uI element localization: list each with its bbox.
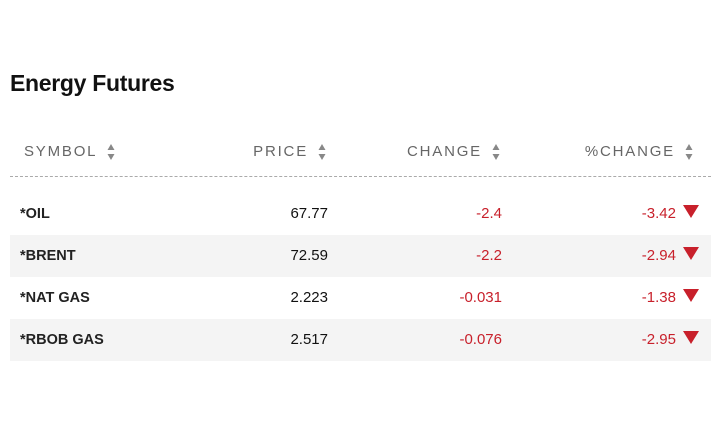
widget-title: Energy Futures <box>10 70 175 96</box>
sort-icon <box>685 144 693 160</box>
symbol-cell: *BRENT <box>20 248 76 264</box>
symbol-cell: *RBOB GAS <box>20 332 104 348</box>
change-cell: -0.076 <box>459 331 502 348</box>
price-cell: 67.77 <box>290 205 328 222</box>
price-cell: 72.59 <box>290 247 328 264</box>
change-cell: -0.031 <box>459 289 502 306</box>
percent-change-cell: -1.38 <box>641 289 676 306</box>
percent-change-cell: -2.95 <box>641 331 676 348</box>
percent-change-cell: -2.94 <box>641 247 676 264</box>
down-arrow <box>683 247 699 260</box>
percent-change-cell: -3.42 <box>641 205 676 222</box>
header-label: %CHANGE <box>584 143 675 160</box>
table-row: *RBOB GAS 2.517 -0.076 -2.95 <box>10 319 711 361</box>
header-label: CHANGE <box>407 143 482 160</box>
down-arrow <box>683 289 699 302</box>
change-cell: -2.2 <box>476 247 502 264</box>
table-row: *OIL 67.77 -2.4 -3.42 <box>10 193 711 235</box>
sort-icon <box>107 144 115 160</box>
down-arrow <box>683 331 699 344</box>
symbol-cell: *NAT GAS <box>20 290 90 306</box>
symbol-cell: *OIL <box>20 206 50 222</box>
table-row: *NAT GAS 2.223 -0.031 -1.38 <box>10 277 711 319</box>
column-header[interactable]: SYMBOL <box>24 142 115 162</box>
column-header[interactable]: CHANGE <box>407 142 500 162</box>
sort-icon <box>492 144 500 160</box>
header-separator <box>10 176 711 177</box>
change-cell: -2.4 <box>476 205 502 222</box>
column-header[interactable]: %CHANGE <box>585 142 693 162</box>
column-header[interactable]: PRICE <box>253 142 326 162</box>
price-cell: 2.223 <box>290 289 328 306</box>
sort-icon <box>318 144 326 160</box>
header-label: PRICE <box>253 143 308 160</box>
price-cell: 2.517 <box>290 331 328 348</box>
header-label: SYMBOL <box>24 143 98 160</box>
down-arrow <box>683 205 699 218</box>
table-row: *BRENT 72.59 -2.2 -2.94 <box>10 235 711 277</box>
